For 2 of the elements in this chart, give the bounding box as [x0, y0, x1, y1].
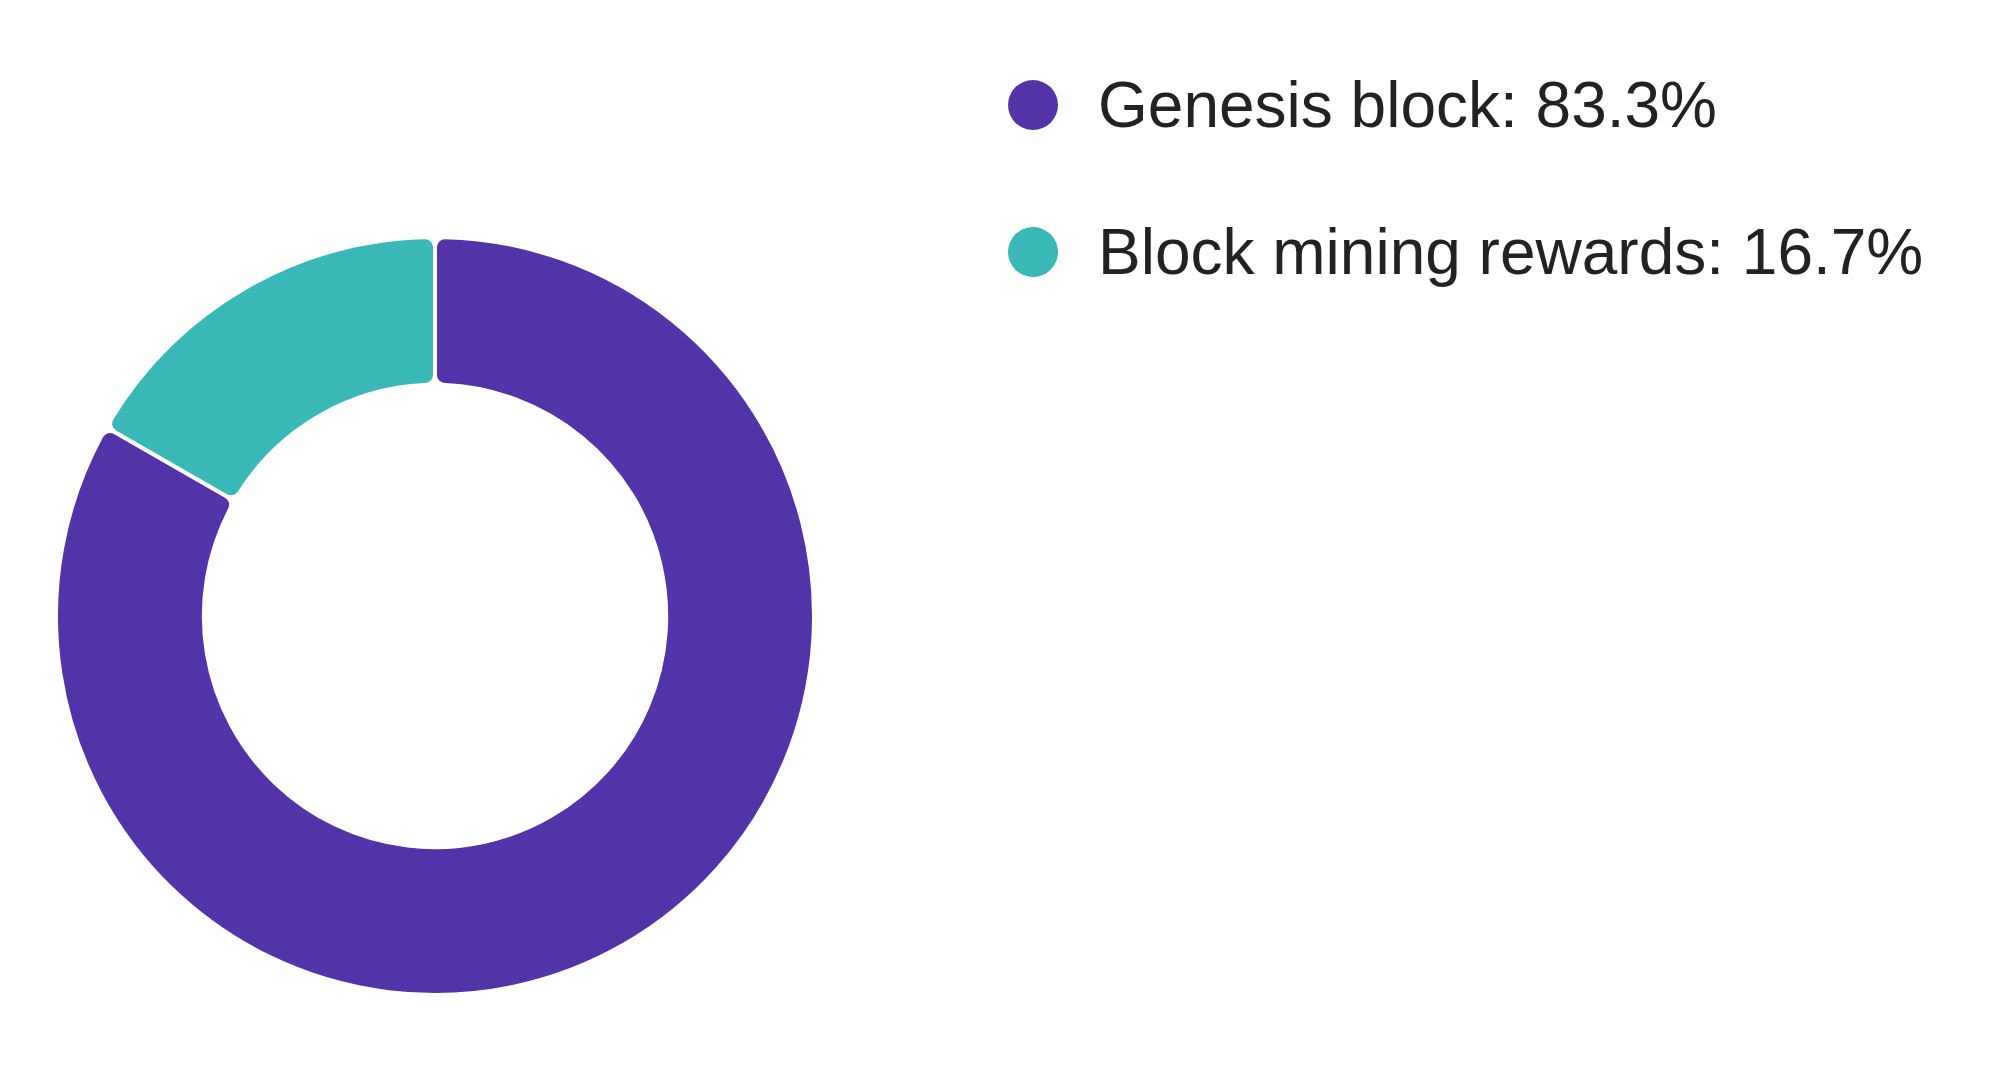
legend-label: Genesis block: 83.3%	[1098, 68, 1717, 142]
legend-label: Block mining rewards: 16.7%	[1098, 215, 1924, 289]
